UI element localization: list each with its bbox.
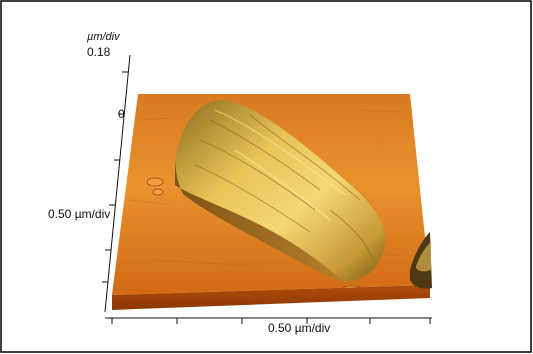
z-axis [102, 54, 131, 313]
z-axis-zero-label: 0 [118, 107, 125, 121]
rod-feature [175, 100, 386, 284]
surface-front-wall [112, 285, 430, 310]
surface-particle [152, 188, 164, 196]
surface-particle [146, 177, 164, 187]
z-axis-unit-label: µm/div [87, 31, 121, 43]
x-axis [105, 317, 432, 324]
x-axis-scale-label: 0.50 µm/div [268, 321, 330, 335]
y-axis-scale-label: 0.50 µm/div [48, 207, 110, 221]
z-axis-max-label: 0.18 [87, 45, 111, 59]
edge-feature [410, 232, 432, 289]
